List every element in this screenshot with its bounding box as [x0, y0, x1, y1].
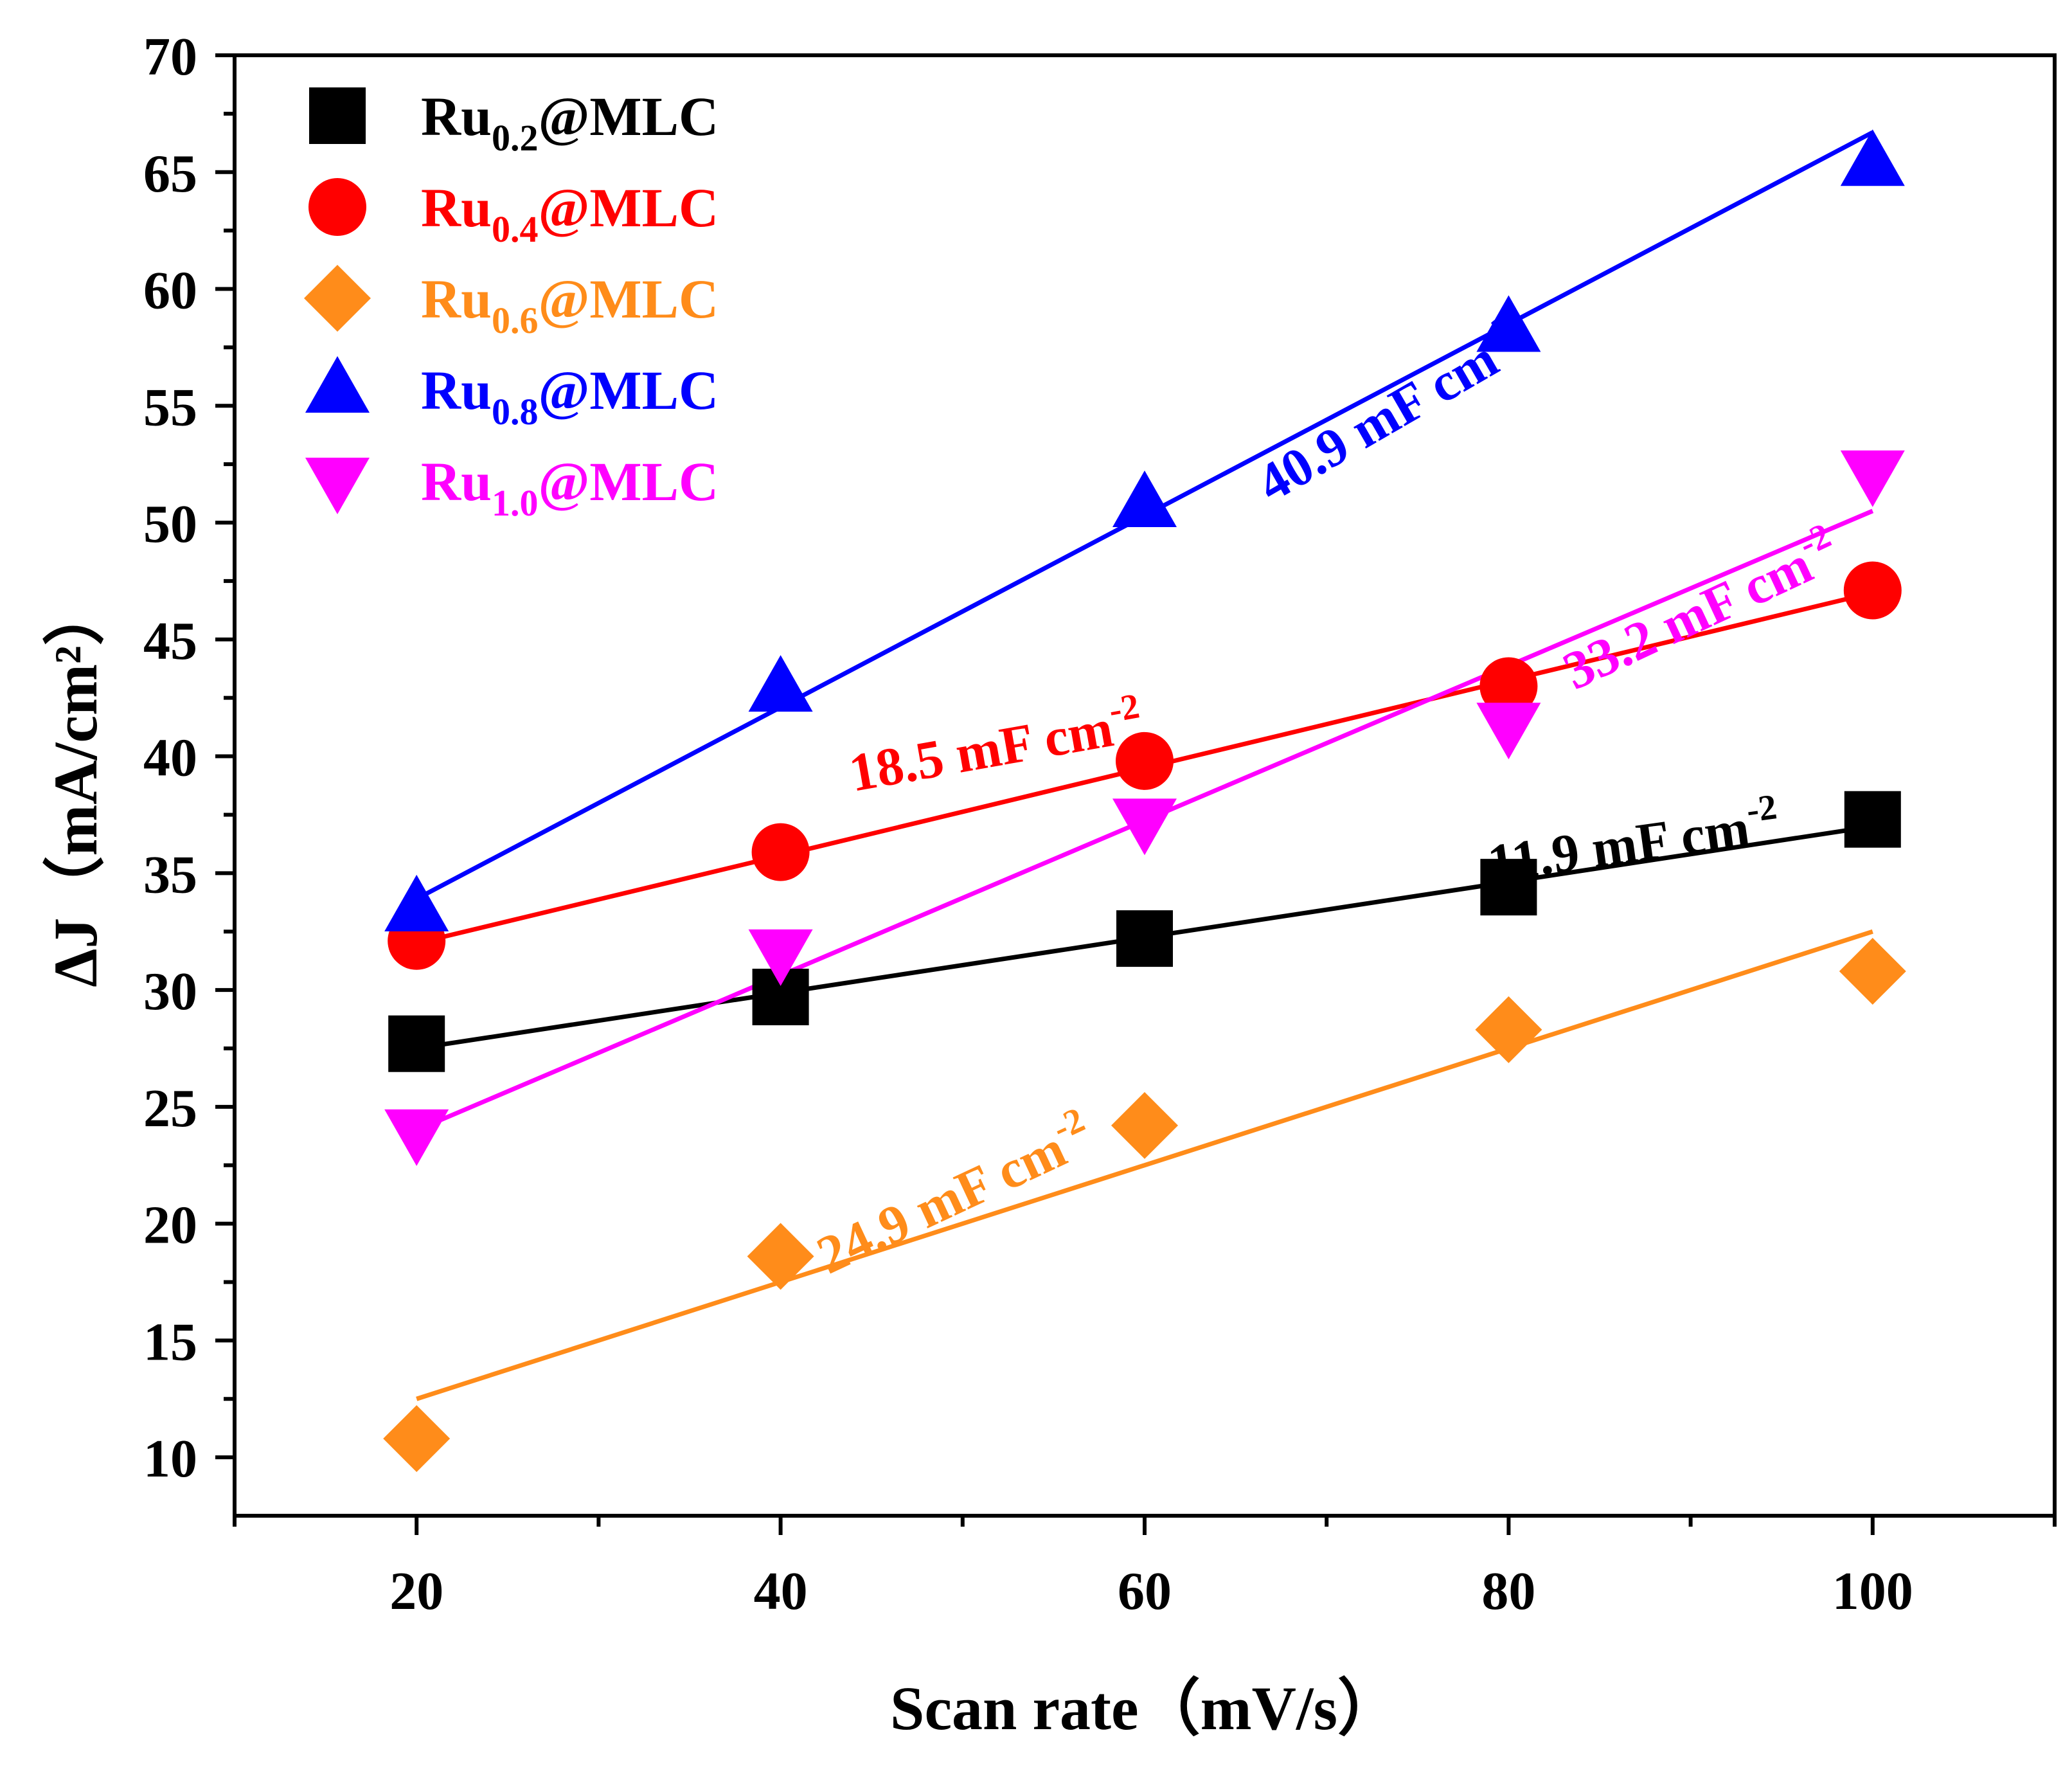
y-tick-label: 45	[143, 611, 197, 671]
legend-label-prefix: Ru	[421, 268, 492, 330]
data-point-square	[1480, 859, 1537, 916]
legend-label-subscript: 0.6	[492, 300, 539, 341]
legend-label-suffix: @MLC	[538, 451, 719, 512]
data-point-square	[1116, 910, 1173, 967]
legend-item: Ru0.6@MLC	[304, 265, 719, 341]
legend-marker	[305, 458, 370, 514]
data-point-square	[388, 1015, 445, 1072]
data-point-triangle-up	[1840, 129, 1905, 186]
legend-label: Ru0.2@MLC	[421, 85, 719, 159]
x-tick-label: 60	[1118, 1561, 1172, 1621]
legend-label-suffix: @MLC	[538, 177, 719, 238]
data-markers	[383, 129, 1906, 1473]
data-point-triangle-up	[384, 874, 449, 931]
data-point-circle	[751, 823, 810, 881]
y-tick-label: 55	[143, 377, 197, 437]
data-point-triangle-down	[1476, 703, 1541, 760]
legend-item: Ru1.0@MLC	[305, 451, 719, 524]
legend-label-suffix: @MLC	[538, 359, 719, 421]
legend-item: Ru0.4@MLC	[308, 177, 719, 250]
slope-superscript: -2	[1744, 787, 1780, 831]
legend-label-subscript: 0.4	[492, 208, 539, 250]
x-tick-label: 100	[1832, 1561, 1913, 1621]
y-tick-label: 30	[143, 962, 197, 1021]
legend-label-prefix: Ru	[421, 85, 492, 147]
x-tick-label: 20	[389, 1561, 443, 1621]
legend-item: Ru0.2@MLC	[309, 85, 719, 159]
data-point-triangle-up	[1112, 470, 1177, 527]
data-point-square	[1844, 791, 1901, 848]
y-tick-label: 40	[143, 728, 197, 788]
y-tick-label: 20	[143, 1196, 197, 1255]
slope-text: 11.9 mF cm	[1484, 798, 1753, 894]
legend-label: Ru1.0@MLC	[421, 451, 719, 524]
data-point-diamond	[1111, 1091, 1178, 1159]
legend: Ru0.2@MLCRu0.4@MLCRu0.6@MLCRu0.8@MLCRu1.…	[304, 85, 719, 524]
y-tick-label: 35	[143, 845, 197, 904]
slope-annotations: 11.9 mF cm-218.5 mF cm-224.9 mF cm-240.9…	[808, 308, 1837, 1286]
slope-superscript: -2	[1106, 686, 1143, 730]
slope-text: 18.5 mF cm	[845, 698, 1118, 804]
legend-label-prefix: Ru	[421, 451, 492, 512]
y-tick-label: 10	[143, 1429, 197, 1489]
y-tick-label: 70	[143, 27, 197, 87]
legend-item: Ru0.8@MLC	[305, 356, 719, 433]
x-axis-title: Scan rate（mV/s）	[890, 1674, 1399, 1743]
data-point-triangle-down	[384, 1109, 449, 1166]
data-point-triangle-up	[748, 655, 813, 712]
legend-label: Ru0.4@MLC	[421, 177, 719, 250]
legend-label-subscript: 0.8	[492, 391, 539, 433]
legend-marker	[308, 178, 366, 236]
data-point-diamond	[383, 1405, 451, 1473]
legend-label: Ru0.6@MLC	[421, 268, 719, 341]
fit-line-Ru0.6@MLC	[416, 929, 1873, 1401]
data-point-diamond	[1839, 937, 1906, 1005]
y-tick-label: 60	[143, 261, 197, 321]
y-tick-label: 50	[143, 494, 197, 554]
slope-text: 33.2 mF cm	[1555, 535, 1821, 701]
data-point-circle	[1116, 732, 1174, 790]
legend-marker	[309, 87, 366, 144]
data-point-circle	[1479, 657, 1538, 715]
data-point-diamond	[1475, 996, 1542, 1063]
slope-label-Ru0.4@MLC: 18.5 mF cm-2	[844, 686, 1147, 803]
legend-label-suffix: @MLC	[538, 268, 719, 330]
legend-label-suffix: @MLC	[538, 85, 719, 147]
slope-text: 40.9 mF cm	[1247, 329, 1508, 514]
slope-label-Ru0.2@MLC: 11.9 mF cm-2	[1483, 787, 1783, 894]
y-tick-label: 25	[143, 1079, 197, 1138]
y-tick-label: 15	[143, 1312, 197, 1372]
x-tick-label: 80	[1481, 1561, 1535, 1621]
legend-marker	[304, 265, 371, 332]
legend-label-prefix: Ru	[421, 359, 492, 421]
legend-marker	[305, 356, 370, 413]
legend-label-prefix: Ru	[421, 177, 492, 238]
legend-label-subscript: 1.0	[492, 482, 539, 524]
data-point-triangle-down	[748, 929, 813, 986]
data-point-circle	[1843, 561, 1902, 620]
y-axis-title: ΔJ（mA/cm²）	[41, 584, 110, 987]
slope-label-Ru0.8@MLC: 40.9 mF cm-2	[1244, 308, 1533, 514]
data-point-diamond	[747, 1223, 814, 1290]
legend-label: Ru0.8@MLC	[421, 359, 719, 433]
legend-label-subscript: 0.2	[492, 117, 539, 159]
data-point-triangle-up	[1476, 295, 1541, 352]
x-tick-label: 40	[754, 1561, 808, 1621]
data-point-triangle-down	[1112, 798, 1177, 856]
axes: 10 15 20 25 30 35 40 45 50 55 60 65 70 20 40 60 80 100	[143, 27, 2057, 1621]
y-tick-label: 65	[143, 144, 197, 204]
data-point-triangle-down	[1840, 450, 1905, 507]
